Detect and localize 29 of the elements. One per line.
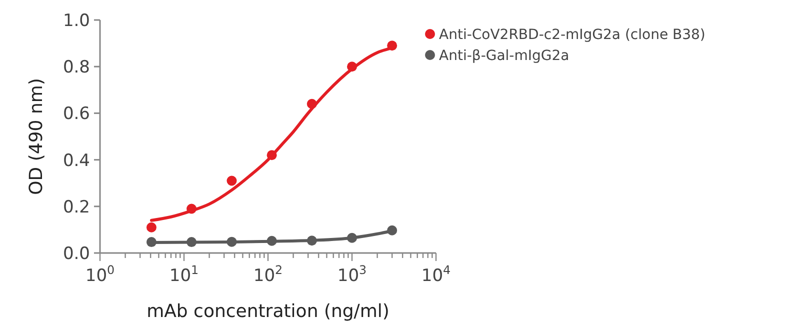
point	[146, 222, 156, 232]
point	[186, 204, 197, 214]
legend-label: Anti-CoV2RBD-c2-mIgG2a (clone B38)	[439, 26, 706, 43]
x-tick-label: 10$^{0}$	[85, 263, 115, 286]
x-tick-label: 10$^{2}$	[253, 263, 283, 286]
point	[186, 237, 197, 248]
point	[146, 237, 156, 248]
x-axis-title: mAb concentration (ng/ml)	[146, 301, 390, 322]
y-tick-label: 0.2	[62, 197, 90, 218]
point	[306, 236, 317, 246]
y-tick-label: 1.0	[62, 10, 90, 31]
point	[387, 40, 398, 51]
x-tick-label: 10$^{3}$	[337, 263, 367, 286]
point	[306, 98, 317, 109]
legend-label: Anti-β-Gal-mIgG2a	[439, 48, 570, 64]
point	[347, 232, 357, 243]
point	[387, 225, 398, 236]
point	[226, 236, 237, 247]
y-tick-label: 0.4	[62, 150, 90, 171]
point	[226, 176, 237, 186]
y-axis-title: OD (490 nm)	[26, 78, 47, 195]
y-tick-label: 0.8	[62, 58, 90, 78]
point	[266, 150, 277, 160]
point	[266, 236, 277, 246]
point	[347, 62, 357, 72]
y-tick-label: 0.0	[62, 244, 90, 264]
x-tick-label: 10$^{1}$	[169, 263, 199, 286]
y-tick-label: 0.6	[62, 104, 90, 124]
x-tick-label: 10$^{4}$	[421, 263, 451, 286]
